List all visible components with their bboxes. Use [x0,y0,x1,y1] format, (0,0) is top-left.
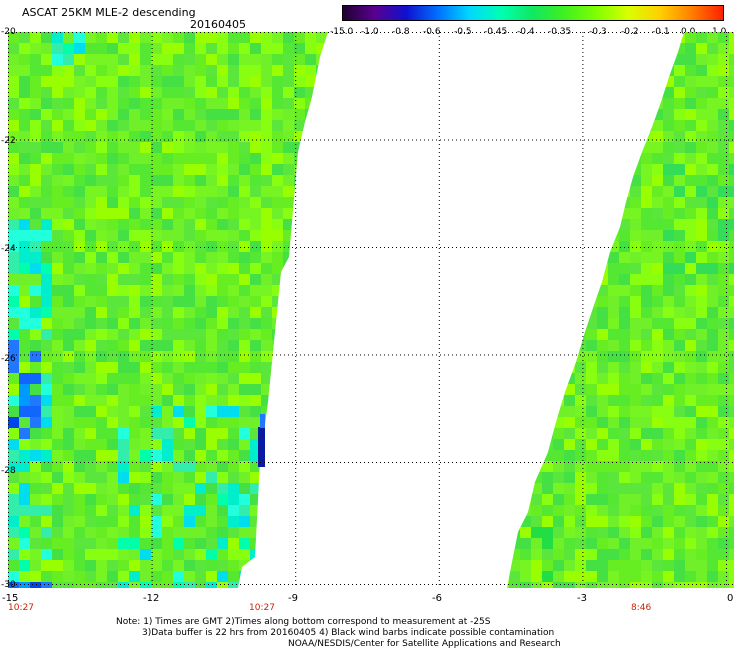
colorbar-tick: -0.35 [548,27,572,37]
colorbar-tick: -15.0 [330,27,354,37]
time-label-right: 8:46 [631,603,652,613]
colorbar-tick: -0.4 [517,27,535,37]
left-swath-cells [8,32,328,588]
colorbar-tick: -0.3 [589,27,607,37]
lon-label: -6 [432,593,442,604]
colorbar-tick: -1.0 [361,27,379,37]
lat-label: -28 [1,466,16,476]
lat-label: -22 [1,136,16,146]
map-title: ASCAT 25KM MLE-2 descending [22,6,196,19]
lat-label: -30 [1,580,16,590]
blue-cells [260,414,265,428]
note-line-1: Note: 1) Times are GMT 2)Times along bot… [116,617,491,627]
note-line-3: NOAA/NESDIS/Center for Satellite Applica… [288,639,561,649]
lat-label: -24 [1,244,16,254]
lon-label: -12 [143,593,160,604]
right-swath-cells [507,32,734,588]
graticule [8,32,734,588]
lon-label: -9 [288,593,298,604]
colorbar-tick: -0.2 [621,27,639,37]
colorbar-tick: -0.5 [454,27,472,37]
dark-blue-cells [258,427,265,467]
colorbar [342,5,724,21]
lon-label: -15 [2,593,19,604]
colorbar-tick: -0.45 [484,27,508,37]
colorbar-tick: -0.6 [423,27,441,37]
map-date: 20160405 [190,18,246,31]
lon-label: 0 [727,593,734,604]
note-line-2: 3)Data buffer is 22 hrs from 20160405 4)… [142,628,555,638]
lat-label: -20 [1,27,16,37]
time-label-left: 10:27 [8,603,34,613]
wind-swath-map [8,32,734,588]
lat-label: -26 [1,354,16,364]
lon-label: -3 [577,593,587,604]
time-label-middle: 10:27 [249,603,275,613]
